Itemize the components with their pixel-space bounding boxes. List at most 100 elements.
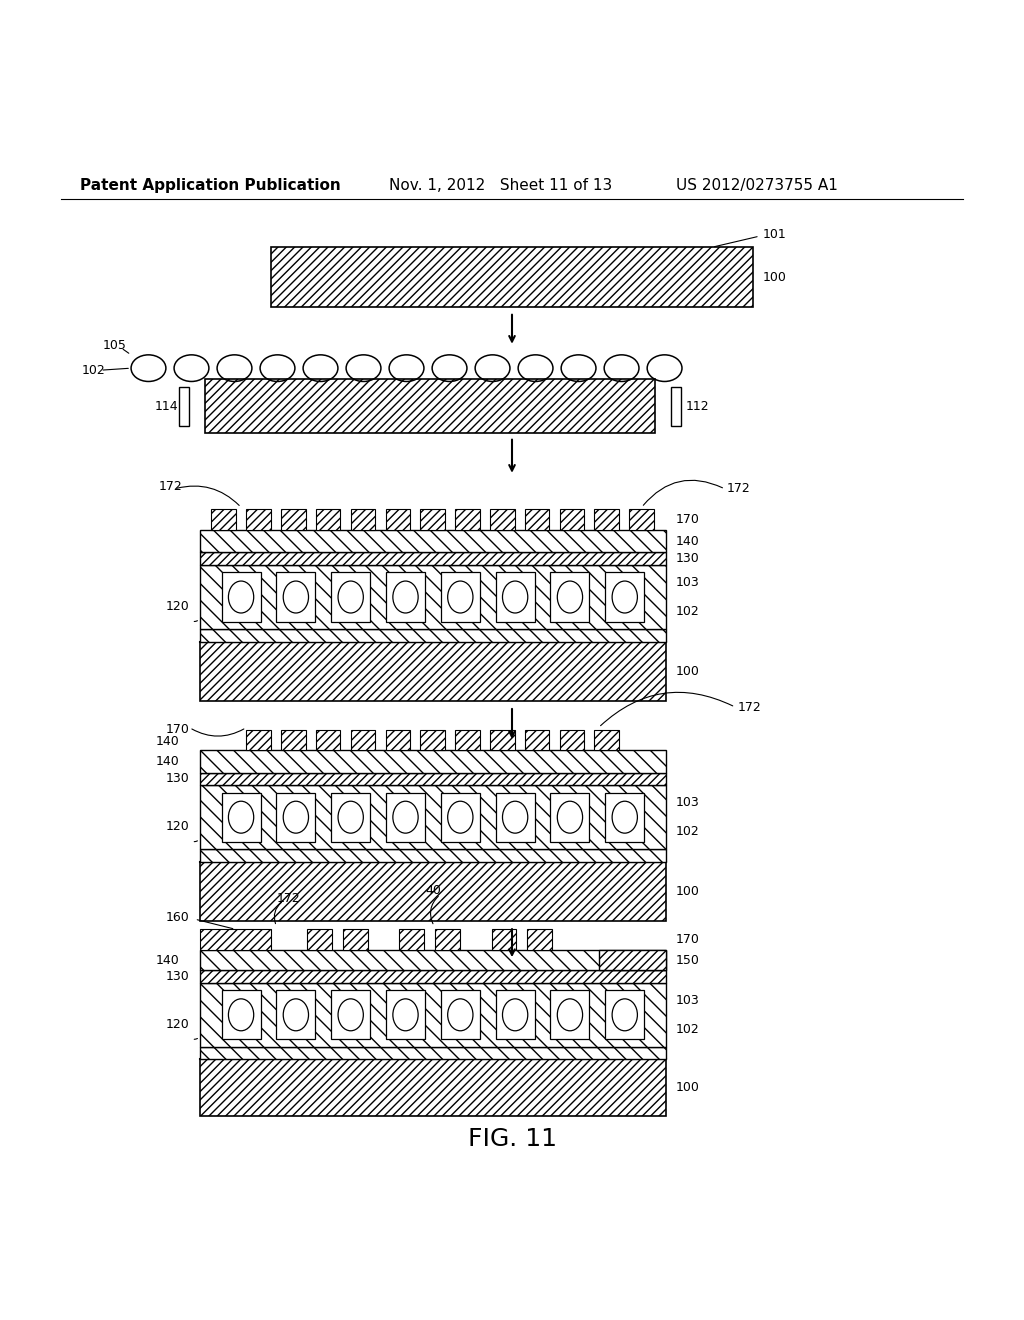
Text: FIG. 11: FIG. 11 (468, 1127, 556, 1151)
Bar (315, 730, 340, 750)
Bar (399, 929, 424, 950)
Text: 170: 170 (166, 723, 189, 737)
Text: 130: 130 (676, 552, 699, 565)
Text: 120: 120 (166, 601, 189, 614)
Text: US 2012/0273755 A1: US 2012/0273755 A1 (676, 178, 838, 194)
Bar (200, 982, 666, 1047)
Bar (200, 970, 666, 982)
Bar (247, 510, 270, 529)
Bar (525, 730, 550, 750)
Bar (527, 929, 552, 950)
Bar (551, 573, 590, 622)
Bar (496, 792, 535, 842)
Text: 172: 172 (276, 892, 300, 906)
Bar (205, 379, 655, 433)
Text: 102: 102 (676, 825, 699, 838)
Bar (350, 510, 376, 529)
Bar (594, 730, 618, 750)
Text: 105: 105 (102, 339, 126, 352)
Bar (200, 565, 666, 630)
Bar (629, 510, 654, 529)
Bar (496, 573, 535, 622)
Text: 100: 100 (676, 665, 699, 677)
Bar (276, 990, 315, 1039)
Text: 101: 101 (763, 227, 786, 240)
Bar (276, 792, 315, 842)
Bar (276, 573, 315, 622)
Bar (421, 730, 445, 750)
Bar (200, 850, 666, 862)
Bar (671, 387, 681, 425)
Text: Nov. 1, 2012   Sheet 11 of 13: Nov. 1, 2012 Sheet 11 of 13 (389, 178, 612, 194)
Bar (200, 630, 666, 642)
Bar (331, 792, 370, 842)
Bar (343, 929, 368, 950)
Bar (179, 387, 189, 425)
Bar (200, 750, 666, 772)
Text: 150: 150 (676, 953, 699, 966)
Bar (221, 573, 260, 622)
Bar (490, 510, 515, 529)
Text: 103: 103 (676, 796, 699, 809)
Bar (386, 730, 411, 750)
Bar (221, 792, 260, 842)
Bar (315, 510, 340, 529)
Text: 112: 112 (686, 400, 710, 413)
Bar (492, 929, 516, 950)
Bar (200, 862, 666, 921)
Bar (307, 929, 332, 950)
Bar (386, 990, 425, 1039)
Text: 120: 120 (166, 820, 189, 833)
Text: 130: 130 (166, 772, 189, 785)
Text: 130: 130 (166, 970, 189, 983)
Text: 103: 103 (676, 577, 699, 589)
Text: 160: 160 (166, 911, 189, 924)
Text: 140: 140 (156, 953, 179, 966)
Text: 102: 102 (676, 605, 699, 618)
Bar (281, 730, 306, 750)
Text: 103: 103 (676, 994, 699, 1007)
Bar (551, 990, 590, 1039)
Bar (200, 950, 666, 970)
Bar (331, 573, 370, 622)
Bar (525, 510, 550, 529)
Bar (221, 990, 260, 1039)
Bar (455, 730, 479, 750)
Bar (200, 785, 666, 850)
Bar (271, 247, 753, 306)
Bar (386, 573, 425, 622)
Text: 172: 172 (159, 480, 182, 494)
Bar (496, 990, 535, 1039)
Bar (200, 929, 271, 950)
Text: 172: 172 (727, 483, 751, 495)
Bar (200, 642, 666, 701)
Text: 120: 120 (166, 1018, 189, 1031)
Text: 102: 102 (82, 364, 105, 376)
Bar (350, 730, 376, 750)
Text: 102: 102 (676, 1023, 699, 1035)
Text: Patent Application Publication: Patent Application Publication (80, 178, 341, 194)
Text: 170: 170 (676, 513, 699, 527)
Bar (247, 730, 270, 750)
Bar (559, 510, 584, 529)
Text: 140: 140 (156, 755, 179, 768)
Bar (200, 553, 666, 565)
Bar (605, 573, 644, 622)
Text: 172: 172 (737, 701, 761, 714)
Text: 170: 170 (676, 933, 699, 946)
Text: 100: 100 (676, 1081, 699, 1094)
Bar (200, 1060, 666, 1115)
Bar (281, 510, 306, 529)
Bar (441, 990, 480, 1039)
Bar (441, 573, 480, 622)
Text: 140: 140 (156, 735, 179, 748)
Text: 40: 40 (425, 884, 441, 896)
Bar (594, 510, 618, 529)
Bar (599, 950, 666, 970)
Bar (551, 792, 590, 842)
Bar (386, 792, 425, 842)
Bar (421, 510, 445, 529)
Bar (441, 792, 480, 842)
Bar (490, 730, 515, 750)
Bar (212, 510, 236, 529)
